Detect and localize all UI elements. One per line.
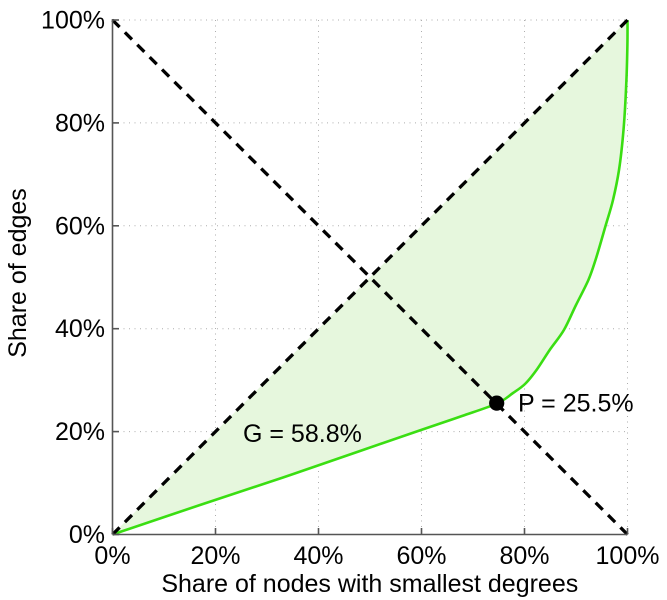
svg-text:80%: 80% (499, 542, 549, 570)
svg-text:40%: 40% (293, 542, 343, 570)
svg-text:0%: 0% (94, 542, 130, 570)
svg-text:0%: 0% (69, 521, 105, 549)
svg-text:G = 58.8%: G = 58.8% (243, 420, 362, 448)
svg-text:100%: 100% (41, 7, 105, 35)
svg-text:20%: 20% (55, 418, 105, 446)
svg-text:20%: 20% (190, 542, 240, 570)
svg-text:60%: 60% (55, 212, 105, 240)
svg-text:80%: 80% (55, 109, 105, 137)
svg-text:Share of edges: Share of edges (4, 188, 32, 358)
svg-text:40%: 40% (55, 315, 105, 343)
svg-text:60%: 60% (396, 542, 446, 570)
svg-text:Share of nodes with smallest d: Share of nodes with smallest degrees (161, 570, 578, 598)
svg-text:100%: 100% (596, 542, 660, 570)
svg-text:P = 25.5%: P = 25.5% (518, 390, 634, 418)
